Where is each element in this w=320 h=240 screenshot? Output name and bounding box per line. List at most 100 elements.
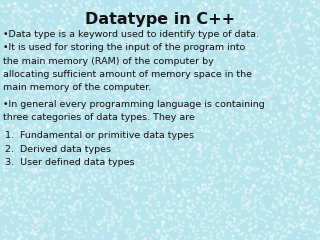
Point <box>294 73 299 77</box>
Point <box>99 226 104 230</box>
Point <box>293 50 298 54</box>
Point <box>223 192 228 196</box>
Point <box>246 143 252 147</box>
Point <box>269 72 274 76</box>
Point <box>65 22 70 25</box>
Point <box>79 157 84 161</box>
Point <box>121 198 126 201</box>
Point <box>242 203 247 207</box>
Point <box>76 231 81 235</box>
Point <box>162 0 167 4</box>
Point <box>15 28 20 32</box>
Point <box>212 201 217 205</box>
Point <box>294 92 299 96</box>
Point <box>285 130 291 134</box>
Point <box>230 78 235 82</box>
Point <box>39 35 44 39</box>
Point <box>14 198 20 201</box>
Point <box>281 13 286 17</box>
Point <box>153 69 158 73</box>
Point <box>135 40 140 44</box>
Point <box>94 220 99 224</box>
Point <box>20 97 25 101</box>
Point <box>206 80 212 84</box>
Point <box>108 62 114 66</box>
Point <box>85 107 90 110</box>
Point <box>283 4 288 8</box>
Point <box>151 121 156 125</box>
Point <box>34 83 39 86</box>
Point <box>50 233 55 237</box>
Point <box>180 93 186 97</box>
Point <box>38 98 43 102</box>
Point <box>213 161 218 165</box>
Point <box>101 152 106 156</box>
Point <box>229 200 234 204</box>
Point <box>190 224 196 228</box>
Point <box>213 103 219 107</box>
Point <box>68 38 73 42</box>
Point <box>311 93 316 97</box>
Point <box>40 237 45 240</box>
Point <box>207 66 212 70</box>
Point <box>41 219 46 223</box>
Point <box>255 36 260 40</box>
Point <box>0 209 3 212</box>
Point <box>305 210 310 214</box>
Point <box>60 27 66 31</box>
Point <box>247 9 252 12</box>
Point <box>185 19 190 23</box>
Point <box>49 53 54 57</box>
Point <box>231 95 236 99</box>
Point <box>129 193 134 197</box>
Point <box>29 87 34 91</box>
Point <box>292 168 297 171</box>
Point <box>204 213 209 217</box>
Point <box>220 10 225 14</box>
Point <box>128 205 133 209</box>
Point <box>206 37 212 41</box>
Point <box>223 179 228 183</box>
Point <box>50 230 55 234</box>
Point <box>161 187 166 191</box>
Point <box>234 111 239 115</box>
Point <box>71 96 76 100</box>
Point <box>135 111 140 115</box>
Point <box>20 213 25 217</box>
Point <box>239 80 244 84</box>
Point <box>268 22 273 26</box>
Point <box>187 44 192 48</box>
Point <box>155 174 160 178</box>
Point <box>248 100 253 103</box>
Point <box>7 63 12 67</box>
Point <box>250 26 255 30</box>
Point <box>54 200 60 204</box>
Point <box>182 54 187 58</box>
Point <box>205 36 210 40</box>
Point <box>57 60 62 64</box>
Point <box>130 70 135 73</box>
Point <box>20 199 25 203</box>
Point <box>16 194 21 198</box>
Point <box>84 66 89 70</box>
Point <box>226 66 231 70</box>
Point <box>276 86 281 90</box>
Point <box>193 96 198 100</box>
Point <box>27 71 32 75</box>
Point <box>168 15 173 19</box>
Point <box>34 89 39 93</box>
Point <box>242 191 247 195</box>
Point <box>230 16 235 20</box>
Point <box>299 11 304 14</box>
Point <box>264 224 269 228</box>
Point <box>45 141 50 145</box>
Point <box>133 60 138 63</box>
Point <box>104 158 109 162</box>
Point <box>223 199 228 203</box>
Point <box>142 135 147 139</box>
Point <box>146 106 151 110</box>
Point <box>71 33 76 37</box>
Point <box>188 43 193 47</box>
Point <box>226 178 231 182</box>
Point <box>196 91 201 95</box>
